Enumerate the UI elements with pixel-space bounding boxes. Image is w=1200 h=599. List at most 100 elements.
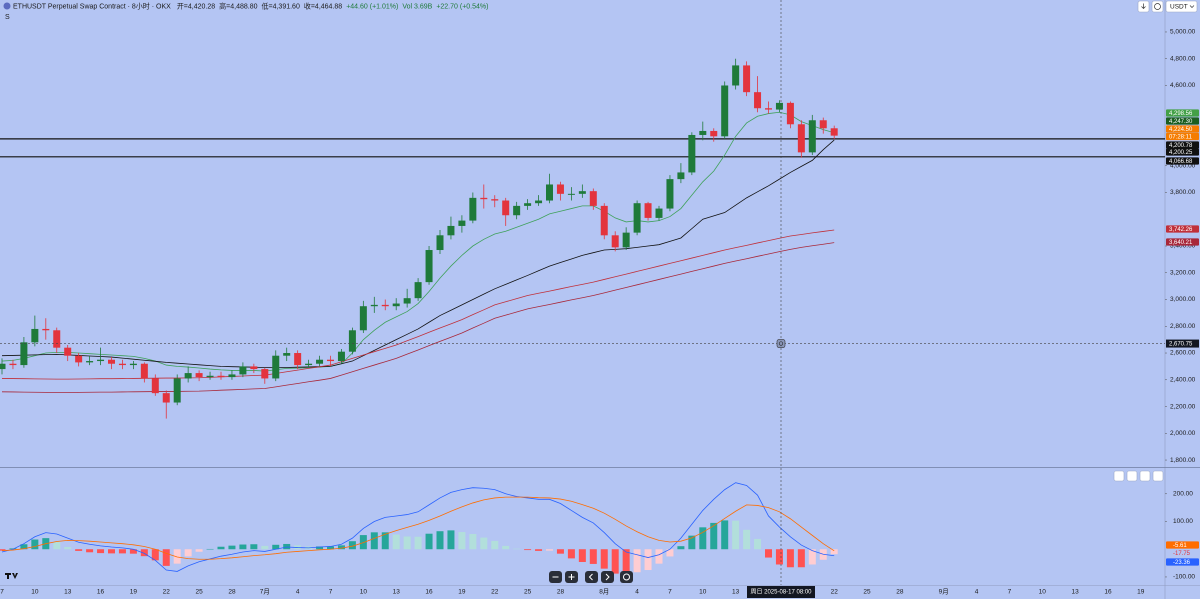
candle-body xyxy=(765,108,772,110)
x-tick-label: 16 xyxy=(425,589,433,596)
candle-body xyxy=(797,124,805,153)
histogram-bar xyxy=(567,549,575,559)
macd-tag xyxy=(1166,541,1199,549)
x-tick-label: 28 xyxy=(228,589,236,596)
symbol-icon xyxy=(3,2,11,10)
collapse-button[interactable] xyxy=(1152,470,1164,482)
candle-body xyxy=(283,353,291,356)
histogram-bar xyxy=(611,549,619,574)
candle-body xyxy=(655,208,663,218)
histogram-bar xyxy=(491,540,499,550)
candle-body xyxy=(710,130,718,137)
candle-body xyxy=(436,235,444,251)
scroll-right-button[interactable] xyxy=(601,571,614,583)
moving-average xyxy=(1,229,835,380)
x-tick-label: 28 xyxy=(896,589,904,596)
candle-body xyxy=(578,191,586,194)
y-tick-label: 200.00 xyxy=(1173,491,1193,498)
histogram-bar xyxy=(633,549,641,573)
histogram-bar xyxy=(118,549,126,554)
price-tag xyxy=(1166,238,1199,246)
navigation xyxy=(549,571,633,583)
candle-body xyxy=(327,359,334,362)
y-tick-label: 3,000.00 xyxy=(1170,296,1196,303)
histogram-bar xyxy=(327,546,334,550)
x-tick-label: 7 xyxy=(668,589,672,596)
refresh-button[interactable] xyxy=(1151,0,1164,13)
macd-tag-label: -5.61 xyxy=(1173,543,1187,549)
x-tick-label: 25 xyxy=(195,589,203,596)
candle-body xyxy=(20,342,28,366)
reset-button[interactable] xyxy=(620,571,633,583)
icon xyxy=(623,573,630,581)
header-value: 开=4,420.28 xyxy=(177,2,215,10)
candle-body xyxy=(513,205,521,216)
histogram-bar xyxy=(830,549,838,555)
candle-body xyxy=(228,374,236,378)
macd-tag-label: -23.36 xyxy=(1173,560,1191,566)
x-tick-label: 22 xyxy=(831,589,839,596)
candle-body xyxy=(184,373,192,379)
candle-body xyxy=(775,102,783,110)
delete-button[interactable] xyxy=(1126,470,1138,482)
histogram-bar xyxy=(524,549,532,551)
crosshair-price: 2,670.75 xyxy=(1169,341,1193,347)
candle-body xyxy=(611,235,619,248)
scroll-left-button[interactable] xyxy=(585,571,598,583)
x-tick-label: 10 xyxy=(360,589,368,596)
candle-body xyxy=(42,328,50,331)
histogram-bar xyxy=(458,532,466,550)
x-tick-label: 10 xyxy=(31,589,39,596)
candle-body xyxy=(480,197,488,200)
currency: USDT xyxy=(1170,4,1188,11)
price-tag-label: 4,224.50 xyxy=(1169,127,1193,133)
candle-body xyxy=(567,193,575,195)
histogram-bar xyxy=(272,544,280,550)
histogram-bar xyxy=(108,549,115,554)
histogram-bar xyxy=(316,546,324,550)
download-icon xyxy=(1141,3,1146,9)
y-tick-label: 3,400.00 xyxy=(1170,243,1196,250)
candle-body xyxy=(250,366,258,370)
candle-body xyxy=(666,179,674,209)
histogram-bar xyxy=(622,549,630,576)
histogram-bar xyxy=(447,530,455,550)
dropdown-icon xyxy=(1189,5,1195,8)
histogram-bar xyxy=(53,541,61,550)
x-tick-label: 10 xyxy=(1039,589,1047,596)
candle-body xyxy=(556,184,564,194)
candle-body xyxy=(458,220,466,226)
x-tick-label: 25 xyxy=(863,589,871,596)
plot-area xyxy=(0,58,1165,576)
crosshair-marker xyxy=(776,339,786,348)
crosshair-marker-dot xyxy=(778,341,784,346)
candle-body xyxy=(195,373,203,378)
y-tick-label: 2,800.00 xyxy=(1170,323,1196,330)
x-tick-label: 28 xyxy=(557,589,565,596)
x-tick-label: 16 xyxy=(97,589,105,596)
move-up-button[interactable] xyxy=(1113,470,1125,482)
candle-body xyxy=(677,172,685,180)
refresh-icon xyxy=(1154,3,1161,10)
candle-body xyxy=(491,199,499,201)
moving-average xyxy=(1,111,835,372)
histogram-bar xyxy=(250,544,258,550)
x-tick-label: 22 xyxy=(491,589,499,596)
x-tick-label: 22 xyxy=(163,589,171,596)
candle-body xyxy=(0,363,6,370)
x-tick-label: 9月 xyxy=(939,588,949,596)
histogram-bar xyxy=(775,549,783,565)
histogram-bar xyxy=(403,536,411,550)
header-value: +44.60 (+1.01%) xyxy=(346,3,398,10)
histogram-bar xyxy=(217,546,225,550)
histogram-bar xyxy=(173,549,181,564)
maximize-button[interactable] xyxy=(1139,470,1151,482)
histogram-bar xyxy=(600,549,608,569)
x-tick-label: 10 xyxy=(699,589,707,596)
histogram-bar xyxy=(513,548,521,550)
candle-body xyxy=(743,65,751,93)
indicator-label: S xyxy=(5,14,10,21)
currency-button[interactable] xyxy=(1165,0,1198,13)
header-value: 收=4,464.88 xyxy=(304,1,342,10)
candle-body xyxy=(786,102,794,125)
